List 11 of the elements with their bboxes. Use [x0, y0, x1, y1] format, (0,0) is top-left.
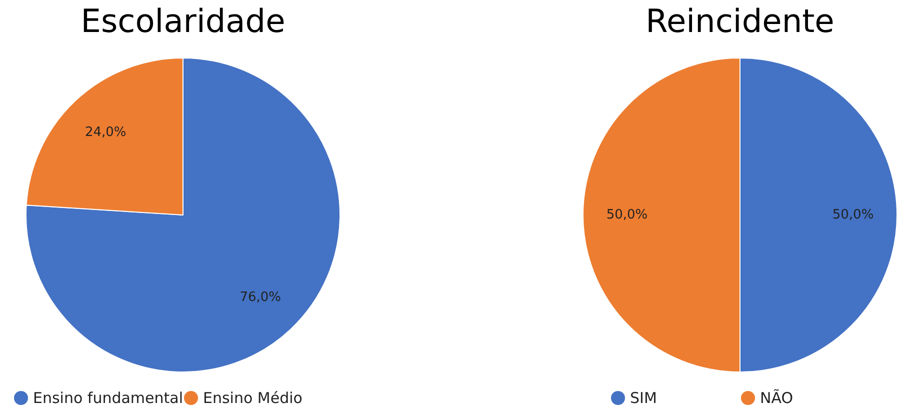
legend-label: Ensino Médio: [203, 389, 302, 407]
pie-slice: [26, 58, 340, 372]
data-label: 50,0%: [606, 208, 648, 222]
legend-label: NÃO: [760, 389, 794, 407]
chart-title: Reincidente: [646, 2, 834, 40]
legend-label: SIM: [630, 389, 657, 407]
legend-label: Ensino fundamental: [33, 389, 184, 407]
data-label: 50,0%: [832, 208, 874, 222]
data-label: 24,0%: [84, 125, 126, 140]
data-label: 76,0%: [240, 290, 282, 305]
chart-title: Escolaridade: [80, 2, 286, 40]
